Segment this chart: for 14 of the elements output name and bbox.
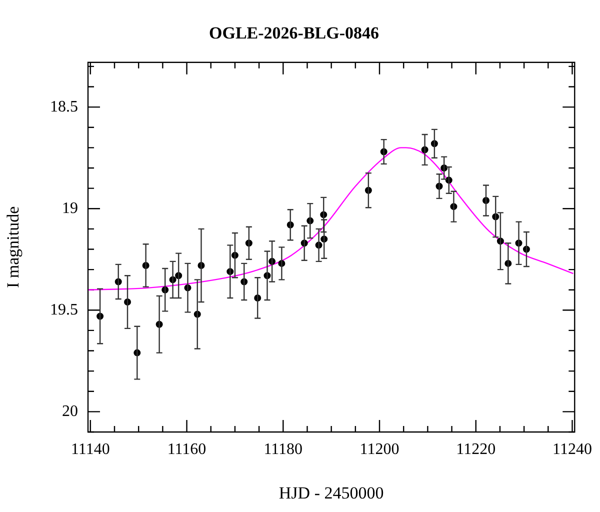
x-tick-label: 11200: [360, 440, 400, 458]
x-tick-label: 11140: [71, 440, 110, 458]
line-series: [88, 147, 574, 290]
x-tick-label: 11220: [456, 440, 496, 458]
y-axis-title: I magnitude: [4, 206, 23, 288]
y-tick-label: 20: [62, 402, 78, 420]
y-tick-label: 19.5: [50, 301, 78, 318]
x-tick-label: 11160: [167, 440, 206, 458]
x-tick-label: 11240: [552, 440, 592, 458]
y-tick-label: 18.5: [50, 98, 78, 116]
x-axis-title: HJD - 2450000: [278, 483, 384, 502]
x-tick-label: 11180: [264, 440, 303, 458]
y-tick-label: 19: [62, 200, 78, 217]
chart-title: OGLE-2026-BLG-0846: [208, 24, 380, 43]
